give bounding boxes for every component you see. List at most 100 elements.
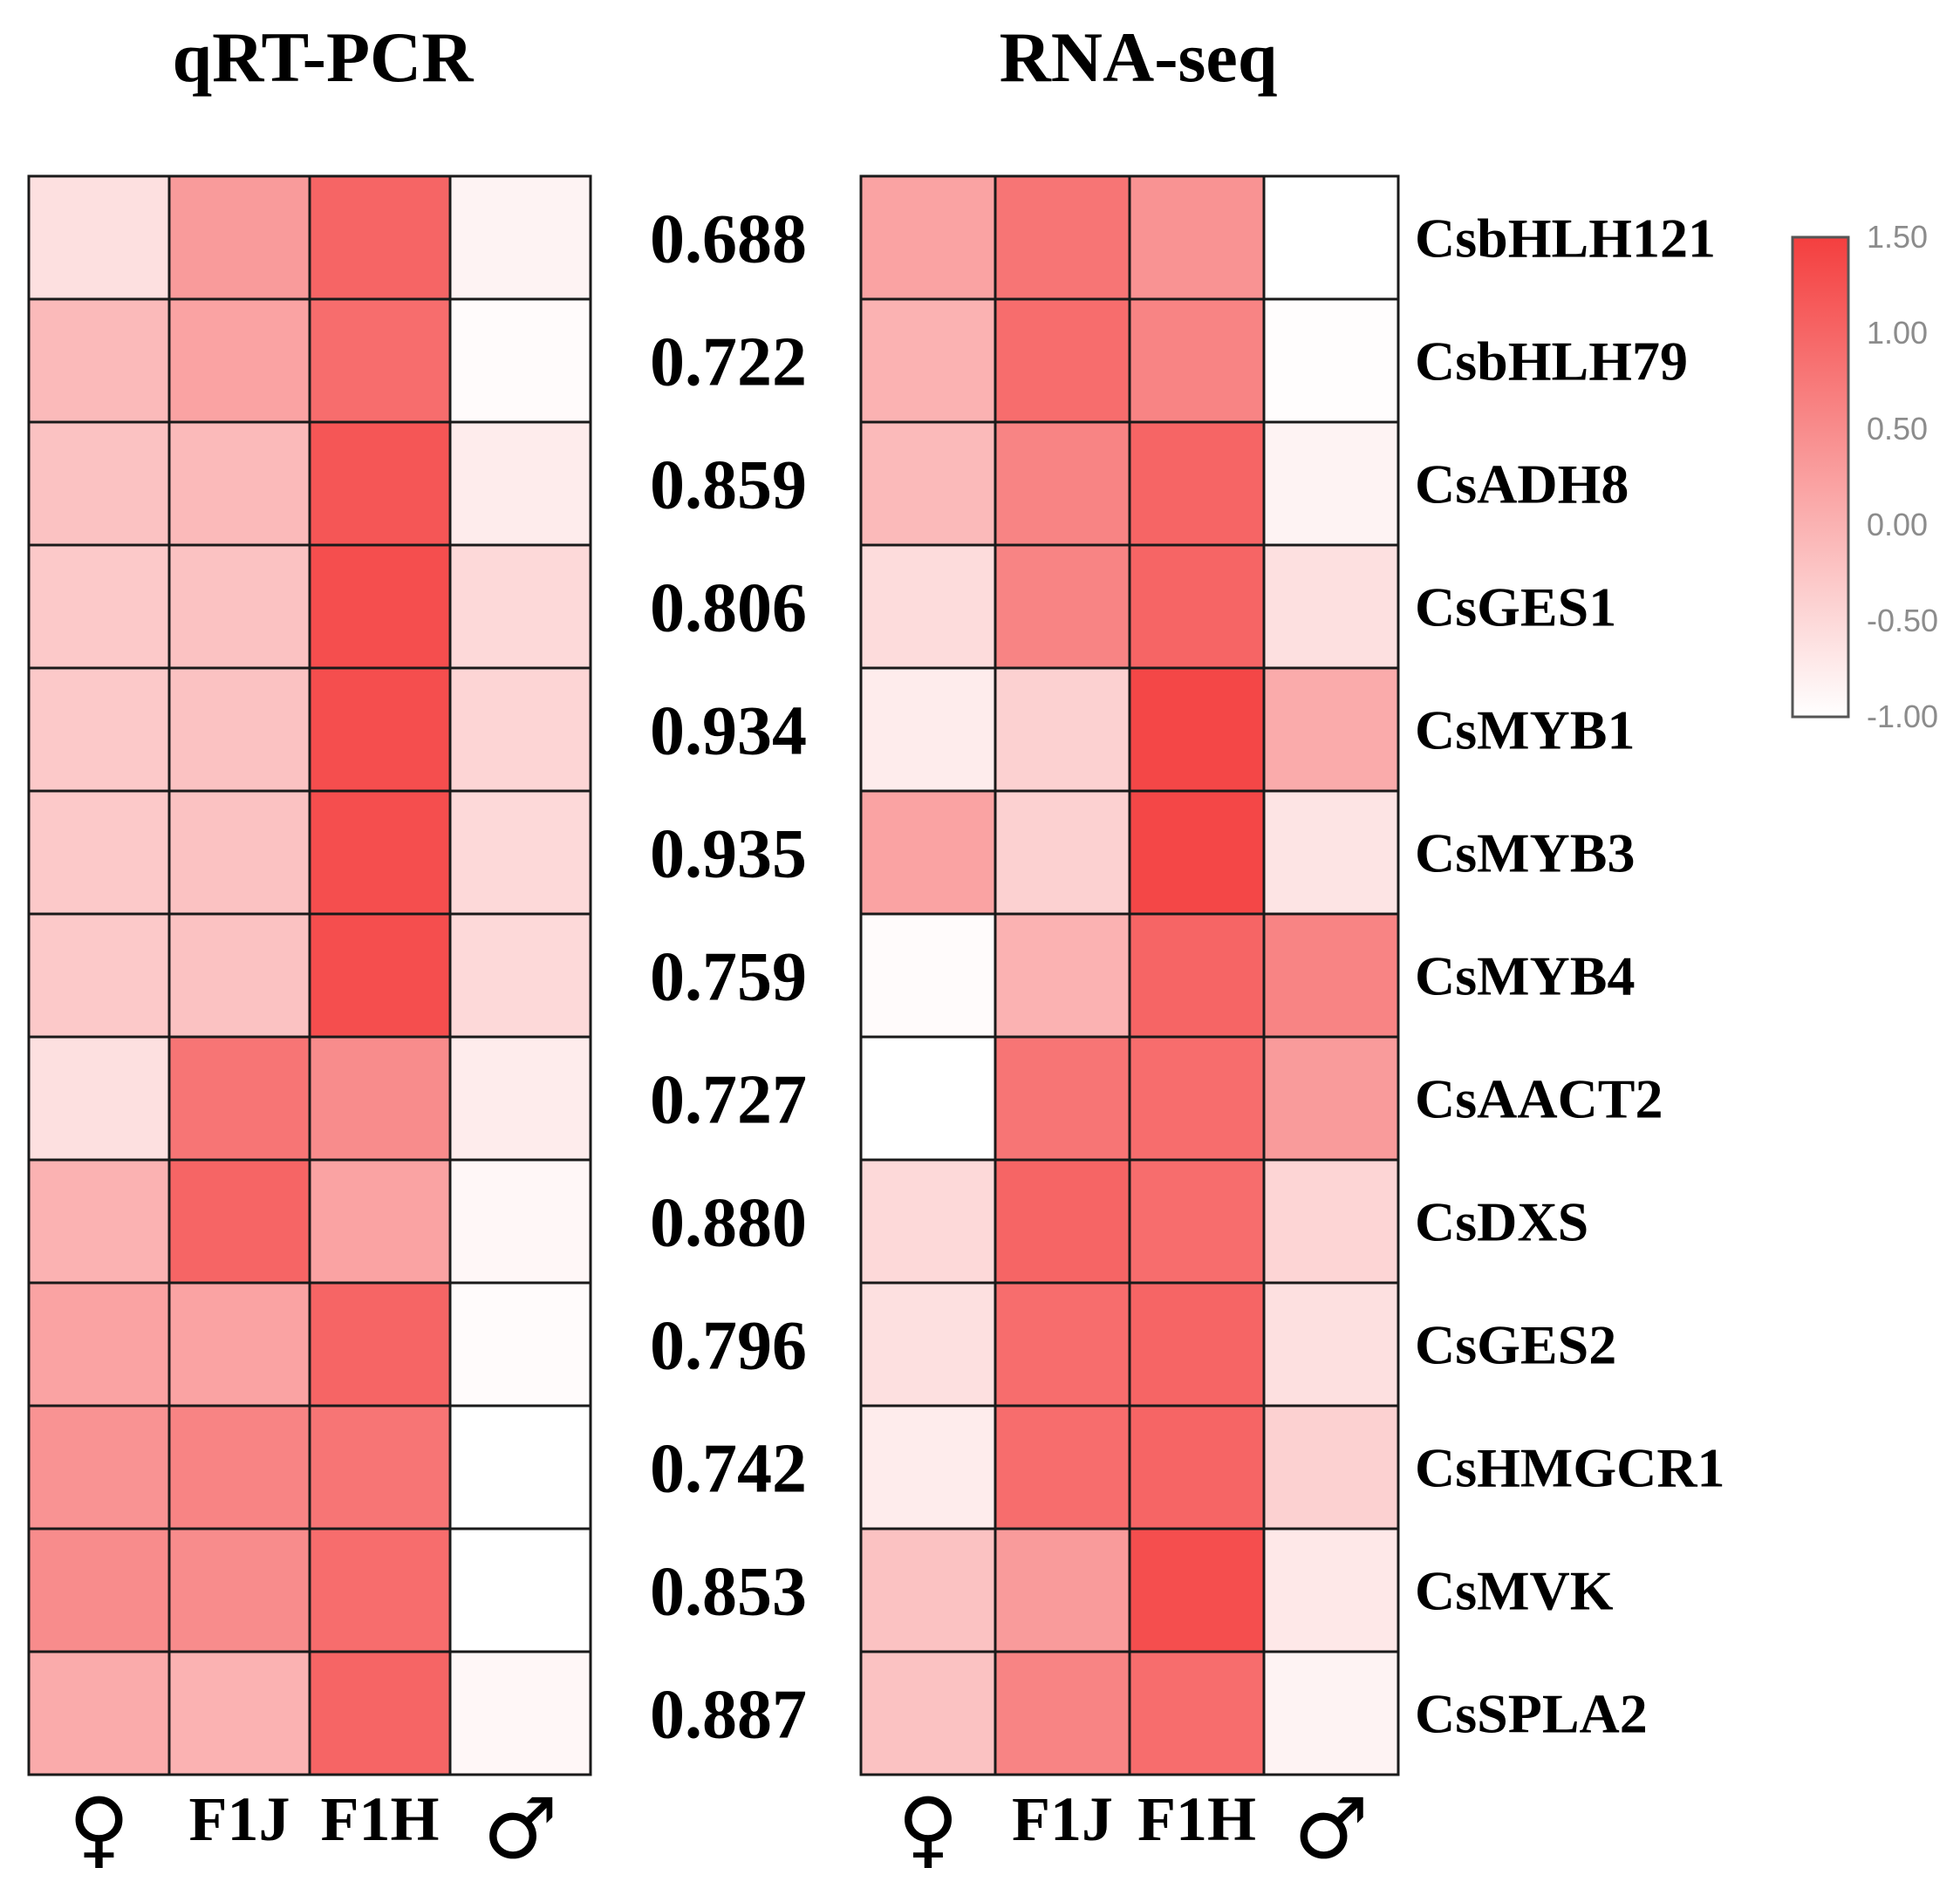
qrtpcr-cell-csges2-2 [308,1281,452,1408]
qrtpcr-cell-csaact2-1 [167,1035,311,1162]
gene-label-column: CsbHLH121 CsbHLH79 CsADH8 CsGES1 CsMYB1 CsMYB… [1415,208,1725,1745]
rnaseq-column-label-1: F1J [1012,1784,1113,1854]
rnaseq-cell-csges2-0 [859,1281,997,1408]
qrtpcr-cell-csadh8-0 [27,420,171,547]
qrtpcr-cell-csges2-0 [27,1281,171,1408]
legend-tick-label: 1.50 [1867,219,1928,255]
rnaseq-cell-csmyb1-2 [1128,666,1266,793]
gene-label: CsDXS [1415,1191,1588,1253]
correlation-value: 0.887 [650,1677,807,1754]
qrtpcr-column-label-3: ♂ [482,1780,557,1878]
gene-label: CsAACT2 [1415,1068,1663,1130]
qrtpcr-cell-cshmgcr1-0 [27,1404,171,1530]
qrtpcr-cell-csbhlh79-1 [167,297,311,424]
qrtpcr-cell-csmyb4-0 [27,912,171,1039]
rnaseq-cell-csmyb4-3 [1262,912,1400,1039]
qrtpcr-column-label-1: F1J [189,1784,290,1854]
correlation-value: 0.727 [650,1062,807,1139]
rnaseq-cell-cshmgcr1-2 [1128,1404,1266,1530]
rnaseq-cell-csadh8-0 [859,420,997,547]
correlation-value: 0.759 [650,939,807,1016]
qrtpcr-cell-csmyb1-2 [308,666,452,793]
rnaseq-cell-csmyb1-0 [859,666,997,793]
qrtpcr-cell-csspla2-2 [308,1650,452,1776]
rnaseq-cell-csspla2-3 [1262,1650,1400,1776]
rnaseq-cell-csmyb1-3 [1262,666,1400,793]
qrtpcr-cell-csmyb4-3 [448,912,592,1039]
rnaseq-cell-csbhlh79-2 [1128,297,1266,424]
legend-tick-label: 1.00 [1867,315,1928,351]
qrtpcr-cell-csaact2-0 [27,1035,171,1162]
gene-label: CsbHLH121 [1415,208,1716,269]
rnaseq-cell-csges1-3 [1262,543,1400,670]
qrtpcr-cell-csspla2-3 [448,1650,592,1776]
gene-label: CsMYB1 [1415,699,1635,761]
qrtpcr-cell-csaact2-3 [448,1035,592,1162]
qrtpcr-cell-csmvk-0 [27,1527,171,1653]
correlation-value: 0.806 [650,570,807,647]
qrtpcr-cell-csmyb4-2 [308,912,452,1039]
qrtpcr-cell-cshmgcr1-2 [308,1404,452,1530]
correlation-value: 0.859 [650,447,807,524]
rnaseq-cell-csaact2-0 [859,1035,997,1162]
legend-tick-label: 0.50 [1867,411,1928,446]
color-legend: 1.50 1.00 0.50 0.00 -0.50 -1.00 [1791,219,1938,734]
qrtpcr-cell-csspla2-1 [167,1650,311,1776]
rnaseq-column-label-3: ♂ [1294,1780,1369,1878]
rnaseq-cell-csmyb4-2 [1128,912,1266,1039]
rnaseq-cell-csmvk-1 [994,1527,1131,1653]
gene-label: CsGES1 [1415,576,1616,638]
rnaseq-cell-cshmgcr1-0 [859,1404,997,1530]
correlation-value: 0.742 [650,1431,807,1508]
rnaseq-cell-csges2-2 [1128,1281,1266,1408]
qrtpcr-cell-csmyb3-1 [167,789,311,916]
qrtpcr-cell-csbhlh121-3 [448,174,592,301]
rnaseq-heatmap [859,174,1400,1776]
gene-label: CsbHLH79 [1415,331,1688,392]
panel-title-qrtpcr: qRT-PCR [173,17,475,97]
qrtpcr-cell-csspla2-0 [27,1650,171,1776]
correlation-column: 0.688 0.722 0.859 0.806 0.934 0.935 0.759 0.727… [650,201,807,1754]
qrtpcr-cell-csges1-3 [448,543,592,670]
qrtpcr-cell-cshmgcr1-3 [448,1404,592,1530]
qrtpcr-cell-csbhlh79-2 [308,297,452,424]
correlation-value: 0.688 [650,201,807,278]
gene-label: CsADH8 [1415,453,1629,515]
rnaseq-cell-csdxs-2 [1128,1158,1266,1285]
rnaseq-cell-csadh8-3 [1262,420,1400,547]
gene-label: CsMYB3 [1415,822,1635,884]
rnaseq-cell-cshmgcr1-3 [1262,1404,1400,1530]
qrtpcr-cell-csbhlh121-0 [27,174,171,301]
gene-label: CsMVK [1415,1560,1614,1622]
qrtpcr-cell-csdxs-1 [167,1158,311,1285]
rnaseq-cell-csdxs-1 [994,1158,1131,1285]
legend-tick-label: 0.00 [1867,507,1928,542]
qrtpcr-cell-csges2-1 [167,1281,311,1408]
qrtpcr-cell-csadh8-2 [308,420,452,547]
rnaseq-cell-csbhlh121-3 [1262,174,1400,301]
correlation-value: 0.880 [650,1185,807,1262]
correlation-value: 0.796 [650,1308,807,1385]
rnaseq-cell-csbhlh79-0 [859,297,997,424]
correlation-value: 0.934 [650,693,807,770]
qrtpcr-cell-csdxs-0 [27,1158,171,1285]
correlation-value: 0.722 [650,324,807,401]
legend-tick-label: -1.00 [1867,699,1938,734]
qrtpcr-cell-csdxs-3 [448,1158,592,1285]
qrtpcr-cell-csmyb4-1 [167,912,311,1039]
rnaseq-cell-csbhlh121-0 [859,174,997,301]
qrtpcr-cell-csges1-1 [167,543,311,670]
legend-tick-label: -0.50 [1867,603,1938,638]
rnaseq-cell-csbhlh79-3 [1262,297,1400,424]
rnaseq-column-labels: ♀ F1J F1H ♂ [898,1780,1369,1878]
rnaseq-cell-csbhlh121-2 [1128,174,1266,301]
qrtpcr-cell-csbhlh121-1 [167,174,311,301]
rnaseq-cell-csmvk-3 [1262,1527,1400,1653]
rnaseq-cell-csaact2-2 [1128,1035,1266,1162]
gene-label: CsSPLA2 [1415,1683,1648,1745]
rnaseq-cell-csmvk-0 [859,1527,997,1653]
rnaseq-cell-csmyb3-1 [994,789,1131,916]
qrtpcr-cell-csmyb1-0 [27,666,171,793]
qrtpcr-cell-csdxs-2 [308,1158,452,1285]
